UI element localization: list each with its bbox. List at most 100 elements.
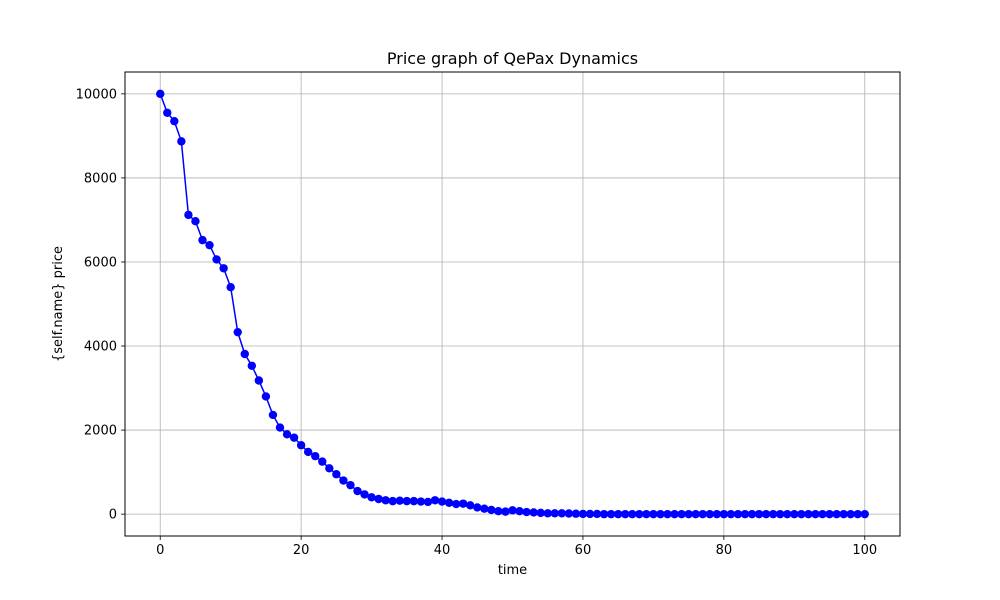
data-point xyxy=(649,509,658,519)
data-point xyxy=(156,89,165,99)
data-point xyxy=(423,497,433,507)
data-point xyxy=(360,490,369,499)
data-point xyxy=(564,509,574,518)
data-point xyxy=(578,509,588,519)
data-point xyxy=(621,509,630,519)
x-tick-label: 80 xyxy=(716,543,733,558)
data-point xyxy=(726,509,736,519)
series-line xyxy=(159,93,865,515)
data-point xyxy=(374,494,383,504)
data-point xyxy=(240,349,249,359)
data-point xyxy=(705,509,714,519)
chart-title: Price graph of QePax Dynamics xyxy=(387,49,638,68)
data-point xyxy=(663,509,672,519)
data-point xyxy=(275,423,285,432)
data-point xyxy=(191,217,200,226)
data-point xyxy=(487,505,496,515)
data-point xyxy=(606,509,616,519)
data-point xyxy=(860,509,869,519)
data-point xyxy=(303,447,313,457)
data-point xyxy=(451,499,461,509)
data-point xyxy=(466,501,475,510)
data-point xyxy=(416,497,426,506)
data-point xyxy=(818,509,827,519)
data-point xyxy=(698,509,707,519)
data-point xyxy=(388,496,397,506)
data-point xyxy=(325,464,334,473)
data-point xyxy=(642,509,651,519)
data-point xyxy=(585,509,595,519)
data-point xyxy=(332,470,341,479)
x-tick-label: 100 xyxy=(852,543,877,558)
grid xyxy=(125,72,900,536)
data-point xyxy=(226,282,235,292)
x-tick-label: 0 xyxy=(156,543,164,558)
data-point xyxy=(247,361,257,370)
y-tick-label: 6000 xyxy=(84,255,117,270)
data-point xyxy=(353,486,362,496)
data-point xyxy=(691,509,700,519)
data-point xyxy=(571,509,581,518)
data-point xyxy=(170,116,179,126)
data-point xyxy=(318,457,327,466)
data-point xyxy=(635,509,644,519)
data-point xyxy=(501,507,510,516)
data-point xyxy=(402,496,412,506)
x-tick-label: 40 xyxy=(434,543,451,558)
data-point xyxy=(219,264,228,273)
data-point xyxy=(529,508,538,517)
data-point xyxy=(543,509,552,518)
data-point xyxy=(409,496,419,506)
data-point xyxy=(444,498,454,507)
series-markers xyxy=(156,89,869,519)
data-point xyxy=(296,441,306,450)
data-point xyxy=(473,503,482,512)
data-point xyxy=(599,509,609,519)
y-tick-label: 4000 xyxy=(84,340,117,355)
data-point xyxy=(177,137,186,146)
data-point xyxy=(592,509,602,519)
data-point xyxy=(797,509,806,519)
data-point xyxy=(712,509,722,519)
data-point xyxy=(846,509,855,519)
y-axis-label: {self.name} price xyxy=(51,246,66,362)
data-point xyxy=(205,240,214,250)
data-point xyxy=(811,509,820,519)
data-point xyxy=(430,496,440,505)
data-point xyxy=(536,508,545,518)
data-point xyxy=(825,509,834,519)
data-point xyxy=(628,509,637,519)
data-point xyxy=(853,509,862,519)
data-point xyxy=(768,509,778,519)
data-point xyxy=(677,509,686,519)
data-point xyxy=(480,504,489,513)
y-tick-label: 2000 xyxy=(84,424,117,439)
data-point xyxy=(282,430,292,439)
data-point xyxy=(790,509,799,519)
data-point xyxy=(289,433,299,442)
x-axis-label: time xyxy=(498,563,527,578)
data-point xyxy=(747,509,757,519)
data-point xyxy=(367,493,376,502)
data-point xyxy=(733,509,743,519)
data-point xyxy=(163,108,172,117)
data-point xyxy=(346,480,355,490)
x-tick-label: 20 xyxy=(293,543,310,558)
data-point xyxy=(783,509,792,519)
data-point xyxy=(613,509,623,519)
y-tick-label: 8000 xyxy=(84,171,117,186)
data-point xyxy=(522,507,531,517)
data-point xyxy=(839,509,848,519)
plot-area-frame xyxy=(124,71,901,537)
data-point xyxy=(437,497,447,506)
data-point xyxy=(804,509,813,519)
data-point xyxy=(311,451,320,461)
data-point xyxy=(754,509,764,519)
data-point xyxy=(557,509,567,518)
data-point xyxy=(254,376,264,385)
x-axis-ticks: 0 20 40 60 80 100 xyxy=(156,536,877,558)
data-point xyxy=(233,327,242,337)
data-point xyxy=(458,499,468,508)
data-point xyxy=(184,210,193,220)
